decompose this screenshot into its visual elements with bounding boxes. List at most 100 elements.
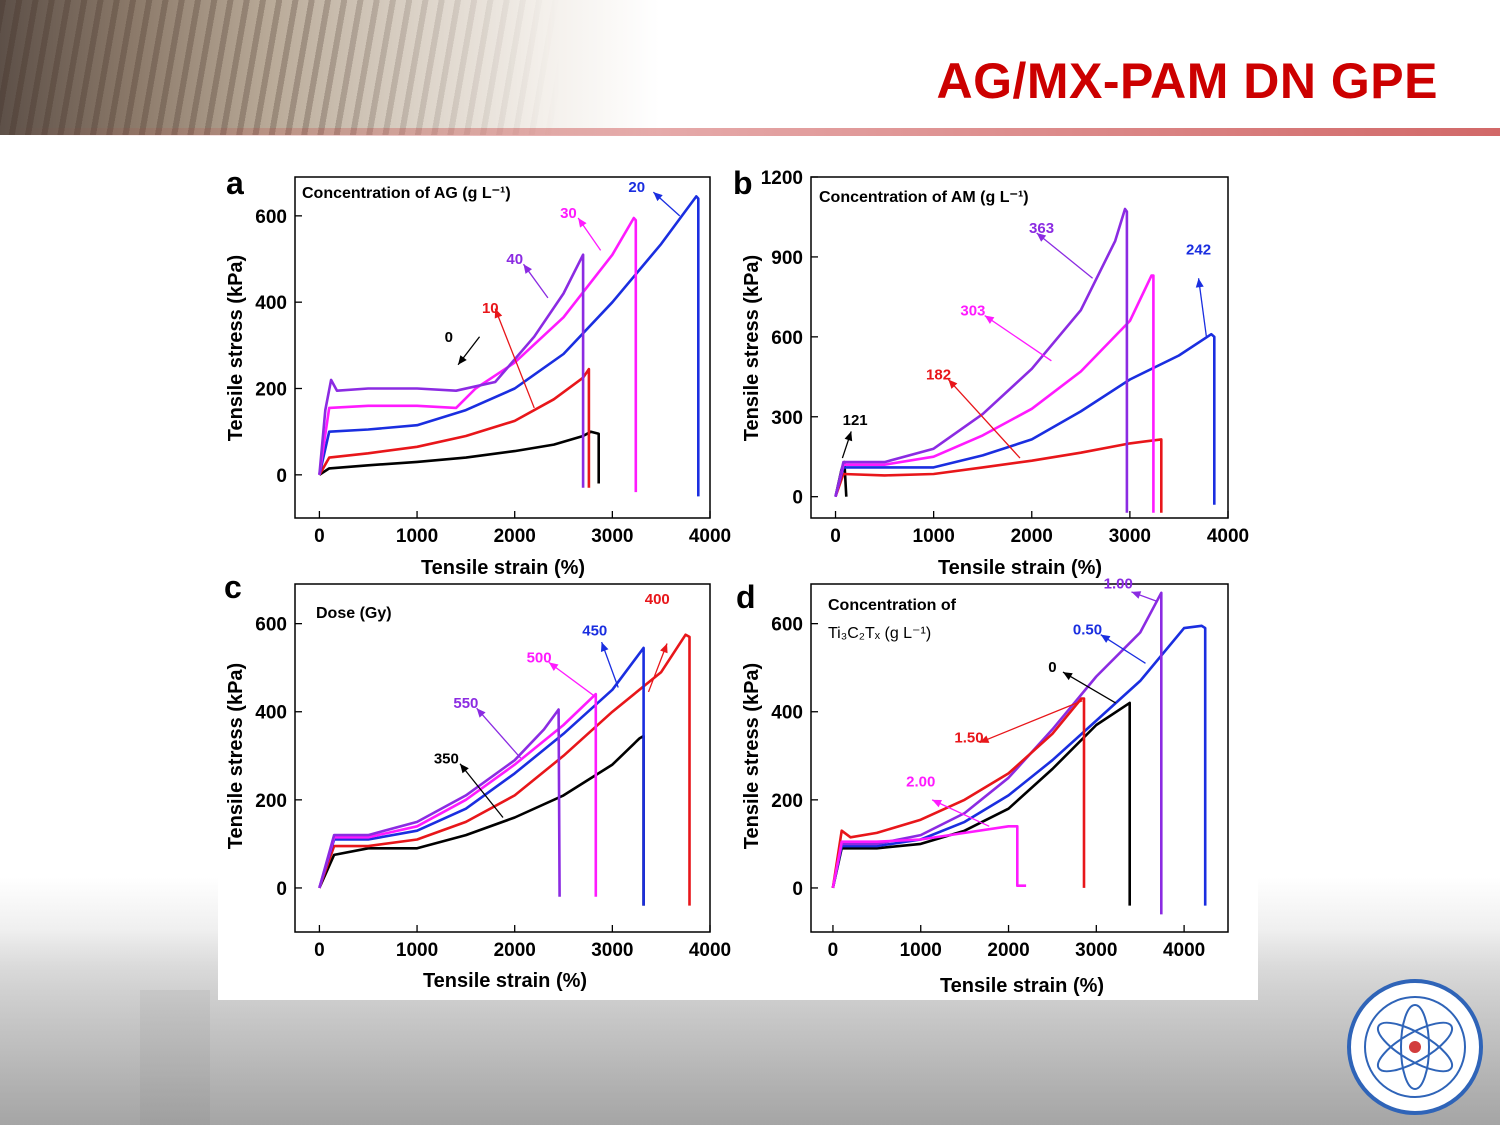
slide-title: AG/MX-PAM DN GPE bbox=[936, 53, 1438, 109]
panel-d-arrowhead bbox=[979, 735, 990, 743]
panel-c-ytick-label: 0 bbox=[276, 879, 287, 900]
panel-b-series-label: 242 bbox=[1186, 241, 1211, 258]
panel-b-arrowhead bbox=[984, 315, 995, 324]
panel-a: a Concentration of AG (g L⁻¹) Tensile st… bbox=[225, 165, 731, 579]
seal-orbit-1 bbox=[1376, 1021, 1454, 1073]
panel-d-arrow bbox=[1062, 671, 1116, 704]
panel-c-xtick-label: 2000 bbox=[494, 940, 536, 961]
panel-b-arrow bbox=[1036, 232, 1094, 279]
panel-c-xtick-label: 0 bbox=[314, 940, 325, 961]
panel-b-ytick-label: 1200 bbox=[761, 168, 803, 189]
panel-d-xtick-label: 4000 bbox=[1163, 940, 1205, 961]
panel-d-series-label: 0 bbox=[1048, 659, 1056, 676]
panel-c-series-500 bbox=[318, 692, 598, 897]
panel-d-ytick-label: 400 bbox=[771, 703, 803, 724]
panel-b-xtick-label: 0 bbox=[830, 526, 841, 547]
panel-d-series-1-00 bbox=[831, 591, 1163, 915]
footer-tower bbox=[140, 990, 210, 1125]
panel-c-ytick-label: 400 bbox=[255, 703, 287, 724]
panel-b-series-242 bbox=[834, 332, 1216, 505]
panel-c: c Dose (Gy) Tensile strain (%) Tensile s… bbox=[224, 569, 731, 992]
panel-d-series-0-50 bbox=[831, 624, 1207, 906]
panel-c-series-450 bbox=[318, 646, 645, 906]
panel-b-ylabel: Tensile stress (kPa) bbox=[741, 255, 763, 441]
panel-c-frame bbox=[294, 583, 711, 933]
header-photo-roof bbox=[0, 0, 560, 135]
panel-d-series-1-50 bbox=[831, 697, 1086, 889]
panel-a-series-label: 10 bbox=[482, 300, 499, 317]
panel-b-arrowhead bbox=[844, 431, 853, 442]
panel-a-series-10 bbox=[318, 367, 591, 488]
panel-b-xlabel: Tensile strain (%) bbox=[938, 557, 1102, 579]
panel-d: d Concentration of Ti₃C₂Tₓ (g L⁻¹) Tensi… bbox=[736, 575, 1229, 997]
panel-c-series-label: 350 bbox=[434, 751, 459, 768]
panel-d-ytick-label: 0 bbox=[792, 879, 803, 900]
panel-a-ytick-label: 200 bbox=[255, 380, 287, 401]
panel-d-arrowhead bbox=[1131, 591, 1142, 599]
panel-d-legend-title-line2: Ti₃C₂Tₓ (g L⁻¹) bbox=[828, 625, 931, 642]
panel-b-ytick-label: 900 bbox=[771, 248, 803, 269]
panel-d-legend-title-line1: Concentration of bbox=[828, 597, 957, 614]
panel-a-xtick-label: 4000 bbox=[689, 526, 731, 547]
panel-a-xtick-label: 2000 bbox=[494, 526, 536, 547]
panel-b-xtick-label: 4000 bbox=[1207, 526, 1249, 547]
panel-a-series-label: 40 bbox=[506, 251, 523, 268]
panel-b-plot: 0 1000 2000 3000 4000 0 300 600 900 1200 121 182 242… bbox=[761, 168, 1249, 547]
panel-a-ytick-label: 400 bbox=[255, 293, 287, 314]
panel-d-frame bbox=[810, 583, 1229, 933]
header-rule bbox=[0, 128, 1500, 136]
panel-b-letter: b bbox=[733, 165, 753, 201]
panel-c-ytick-label: 200 bbox=[255, 791, 287, 812]
panel-d-series-label: 1.00 bbox=[1104, 575, 1133, 592]
panel-d-series-0 bbox=[831, 701, 1132, 906]
panel-a-legend-title: Concentration of AG (g L⁻¹) bbox=[302, 185, 511, 202]
panel-a-letter: a bbox=[226, 165, 244, 201]
panel-d-series-label: 2.00 bbox=[906, 774, 935, 791]
panel-d-xtick-label: 1000 bbox=[900, 940, 942, 961]
panel-c-series-label: 400 bbox=[645, 591, 670, 608]
panel-c-series-label: 550 bbox=[453, 695, 478, 712]
panel-a-arrowhead bbox=[578, 218, 587, 228]
panel-b-arrowhead bbox=[948, 379, 958, 389]
panel-a-series-label: 20 bbox=[628, 179, 645, 196]
panel-a-frame bbox=[294, 176, 711, 519]
panel-d-ylabel: Tensile stress (kPa) bbox=[741, 663, 763, 849]
panel-c-series-550 bbox=[318, 708, 561, 897]
panel-b-frame bbox=[810, 176, 1229, 519]
group-seal-icon bbox=[1347, 979, 1483, 1115]
panel-c-arrowhead bbox=[660, 643, 668, 654]
panel-b-series-label: 363 bbox=[1029, 220, 1054, 237]
panel-c-arrow bbox=[476, 707, 522, 759]
panel-d-arrowhead bbox=[1062, 672, 1073, 681]
panel-b-xtick-label: 3000 bbox=[1109, 526, 1151, 547]
panel-c-plot: 0 1000 2000 3000 4000 0 200 400 600 350 400 450 500 5… bbox=[255, 583, 731, 961]
panel-d-plot: 0 1000 2000 3000 4000 0 200 400 600 0 0.50 1.00 1.50… bbox=[771, 575, 1229, 961]
panel-d-xtick-label: 3000 bbox=[1075, 940, 1117, 961]
panel-b-series-label: 121 bbox=[843, 412, 868, 429]
panel-b-series-363 bbox=[834, 207, 1129, 513]
panel-b-arrowhead bbox=[1036, 232, 1047, 242]
seal-orbit-3 bbox=[1400, 1004, 1430, 1090]
panel-c-xtick-label: 3000 bbox=[591, 940, 633, 961]
panel-a-plot: 0 1000 2000 3000 4000 0 200 400 600 0 10 20 30 40 bbox=[255, 176, 731, 547]
panel-d-series-label: 0.50 bbox=[1073, 622, 1102, 639]
panel-d-arrowhead bbox=[1100, 634, 1111, 643]
panel-d-ytick-label: 200 bbox=[771, 791, 803, 812]
panel-b-arrow bbox=[947, 379, 1021, 459]
header-banner bbox=[0, 0, 1500, 135]
panel-b: b Concentration of AM (g L⁻¹) Tensile st… bbox=[733, 165, 1249, 579]
panel-d-arrow bbox=[931, 799, 990, 827]
panel-d-series-2-00 bbox=[831, 824, 1027, 889]
panel-a-xtick-label: 3000 bbox=[591, 526, 633, 547]
panel-a-series-0 bbox=[318, 430, 601, 484]
panel-c-arrowhead bbox=[476, 708, 486, 718]
panel-d-xtick-label: 2000 bbox=[987, 940, 1029, 961]
panel-a-xtick-label: 0 bbox=[314, 526, 325, 547]
panel-a-series-label: 0 bbox=[445, 329, 453, 346]
panel-d-letter: d bbox=[736, 579, 756, 615]
panel-c-xtick-label: 1000 bbox=[396, 940, 438, 961]
panel-a-arrowhead bbox=[523, 264, 533, 274]
panel-d-arrow bbox=[979, 700, 1083, 744]
panel-c-series-label: 500 bbox=[527, 649, 552, 666]
panel-c-series-400 bbox=[318, 633, 691, 906]
